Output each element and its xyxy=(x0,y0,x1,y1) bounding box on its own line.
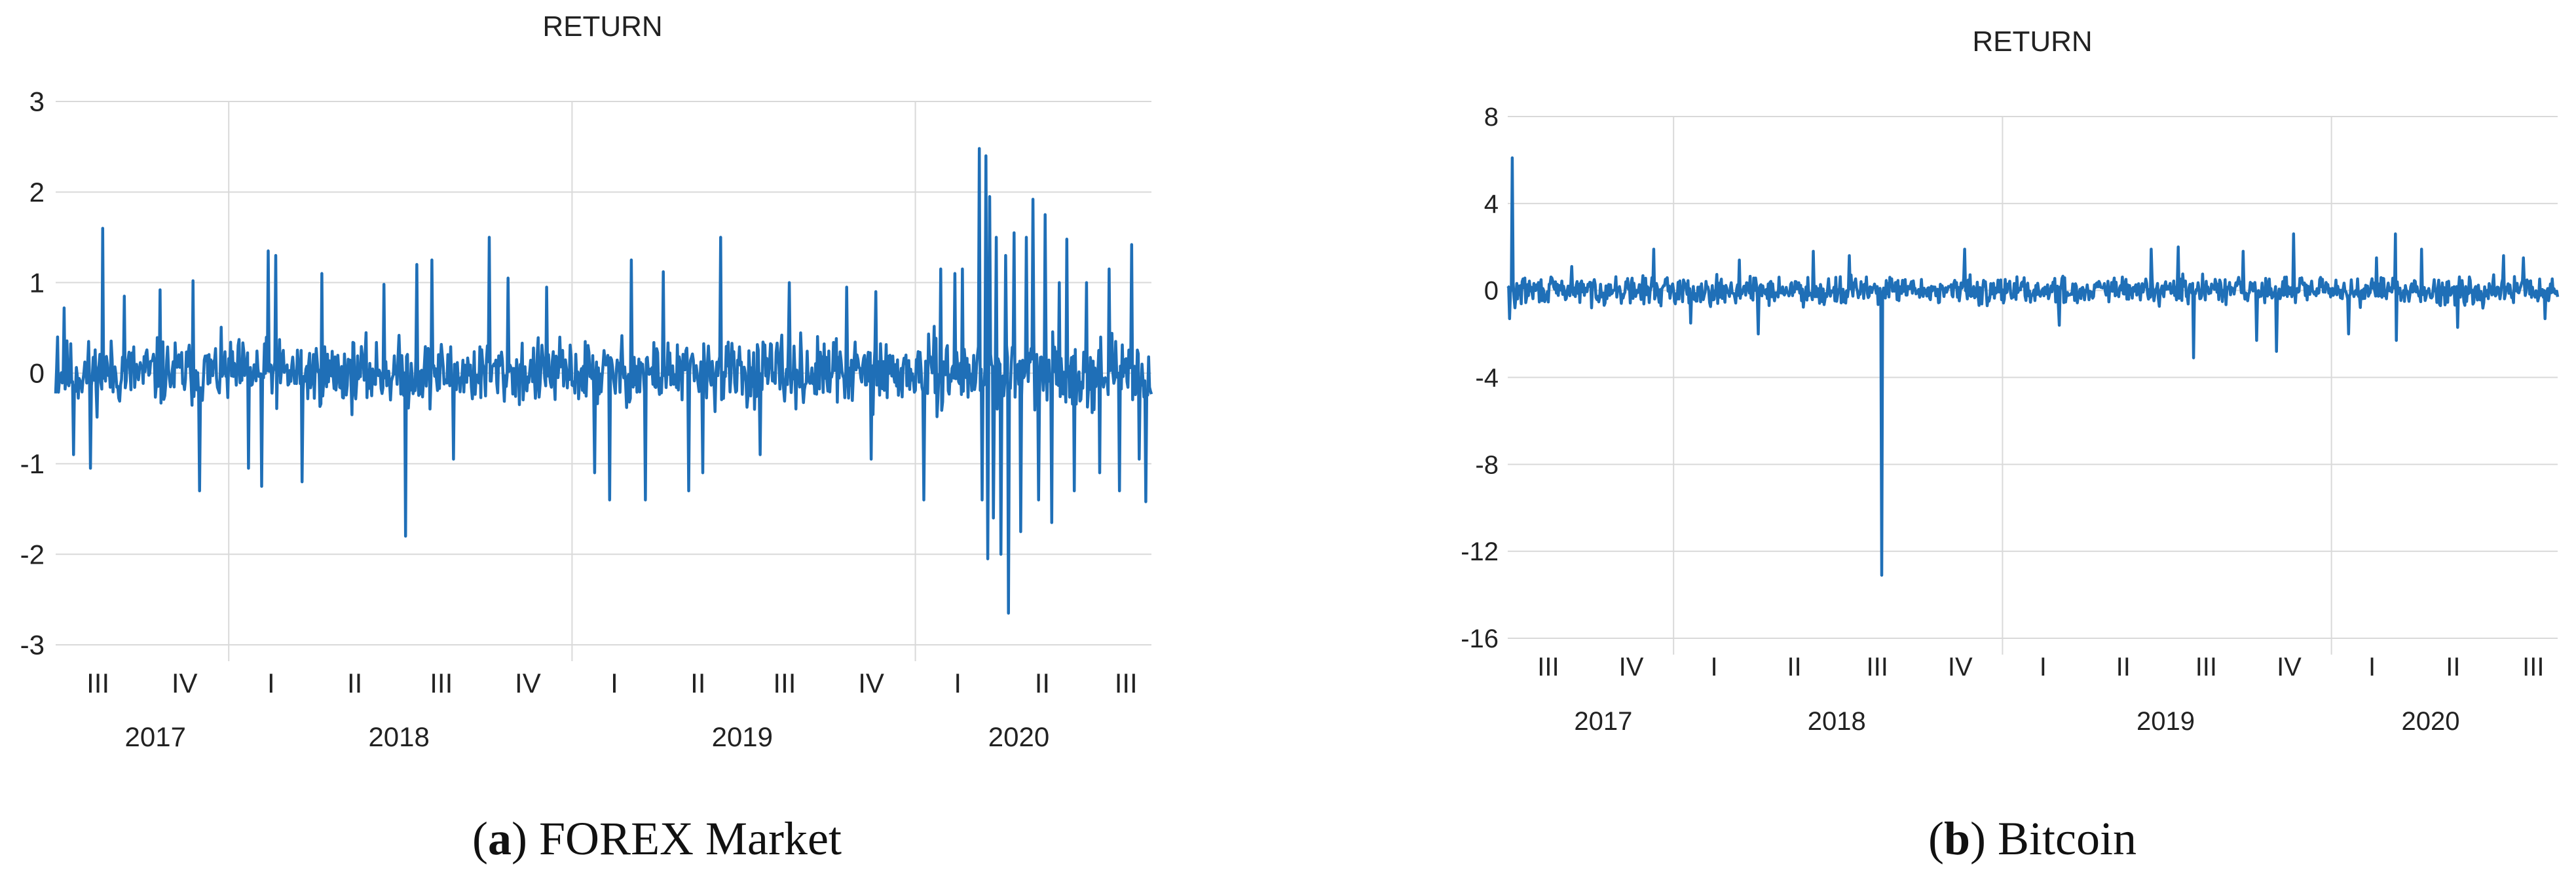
chart-b-caption: (b) Bitcoin xyxy=(1928,812,2137,865)
y-tick-label: -16 xyxy=(1461,625,1499,653)
caption-b-label: b xyxy=(1944,812,1970,865)
x-quarter-label: III xyxy=(2522,653,2544,681)
x-year-label: 2018 xyxy=(368,721,429,752)
x-year-label: 2020 xyxy=(2401,707,2459,736)
y-tick-label: -1 xyxy=(20,448,45,479)
x-quarter-label: I xyxy=(2368,653,2376,681)
x-quarter-label: I xyxy=(267,668,275,698)
x-year-label: 2018 xyxy=(1808,707,1866,736)
x-quarter-label: IV xyxy=(515,668,541,698)
caption-b-close-paren: ) xyxy=(1970,812,1998,865)
x-quarter-label: II xyxy=(2116,653,2131,681)
x-quarter-label: II xyxy=(1787,653,1801,681)
y-tick-label: 0 xyxy=(29,358,45,389)
x-quarter-label: IV xyxy=(172,668,198,698)
y-tick-label: -3 xyxy=(20,630,45,661)
x-quarter-label: II xyxy=(690,668,705,698)
x-quarter-label: III xyxy=(1866,653,1888,681)
y-tick-label: 1 xyxy=(29,267,45,298)
caption-a-text: FOREX Market xyxy=(539,812,842,865)
caption-a-label: a xyxy=(488,812,512,865)
x-quarter-label: III xyxy=(430,668,453,698)
y-tick-label: 2 xyxy=(29,177,45,208)
y-tick-label: 3 xyxy=(29,86,45,117)
y-tick-label: -12 xyxy=(1461,537,1499,566)
x-quarter-label: IV xyxy=(2277,653,2302,681)
chart-a-series xyxy=(54,147,1153,615)
chart-a-caption: (a) FOREX Market xyxy=(472,812,842,865)
x-quarter-label: I xyxy=(610,668,618,698)
chart-b-series xyxy=(1506,156,2560,577)
caption-a-close-paren: ) xyxy=(512,812,539,865)
x-year-label: 2020 xyxy=(988,721,1049,752)
x-quarter-label: III xyxy=(2195,653,2217,681)
x-quarter-label: II xyxy=(1035,668,1050,698)
caption-a-open-paren: ( xyxy=(472,812,488,865)
chart-b-title: RETURN xyxy=(1972,26,2092,58)
x-year-label: 2017 xyxy=(125,721,186,752)
x-year-label: 2017 xyxy=(1574,707,1632,736)
y-tick-label: -4 xyxy=(1475,364,1499,393)
y-tick-label: -2 xyxy=(20,539,45,570)
return-series-line xyxy=(54,147,1153,615)
x-quarter-label: I xyxy=(954,668,961,698)
x-quarter-label: IV xyxy=(1948,653,1973,681)
chart-a-title: RETURN xyxy=(542,10,662,43)
y-tick-label: -8 xyxy=(1475,450,1499,479)
y-tick-label: 4 xyxy=(1484,190,1499,219)
return-series-line xyxy=(1506,156,2560,577)
chart-b-grid xyxy=(1508,116,2558,655)
y-tick-label: 8 xyxy=(1484,103,1499,132)
x-quarter-label: II xyxy=(347,668,362,698)
x-year-label: 2019 xyxy=(712,721,773,752)
x-quarter-label: III xyxy=(1537,653,1559,681)
x-quarter-label: IV xyxy=(858,668,884,698)
x-quarter-label: IV xyxy=(1619,653,1644,681)
x-quarter-label: III xyxy=(86,668,109,698)
caption-b-text: Bitcoin xyxy=(1998,812,2137,865)
x-quarter-label: II xyxy=(2446,653,2460,681)
y-tick-label: 0 xyxy=(1484,277,1499,306)
caption-b-open-paren: ( xyxy=(1928,812,1944,865)
panel-bitcoin: RETURN 840-4-8-12-16 III IV I II III IV I II III… xyxy=(1461,26,2560,865)
x-year-label: 2019 xyxy=(2137,707,2195,736)
x-quarter-label: I xyxy=(1711,653,1718,681)
x-quarter-label: III xyxy=(1115,668,1138,698)
x-quarter-label: III xyxy=(773,668,796,698)
chart-a-y-ticks: 3 2 1 0 -1 -2 -3 xyxy=(20,86,45,661)
x-quarter-label: I xyxy=(2040,653,2047,681)
chart-b-y-ticks: 8 4 0 -4 -8 -12 -16 xyxy=(1461,103,1499,653)
